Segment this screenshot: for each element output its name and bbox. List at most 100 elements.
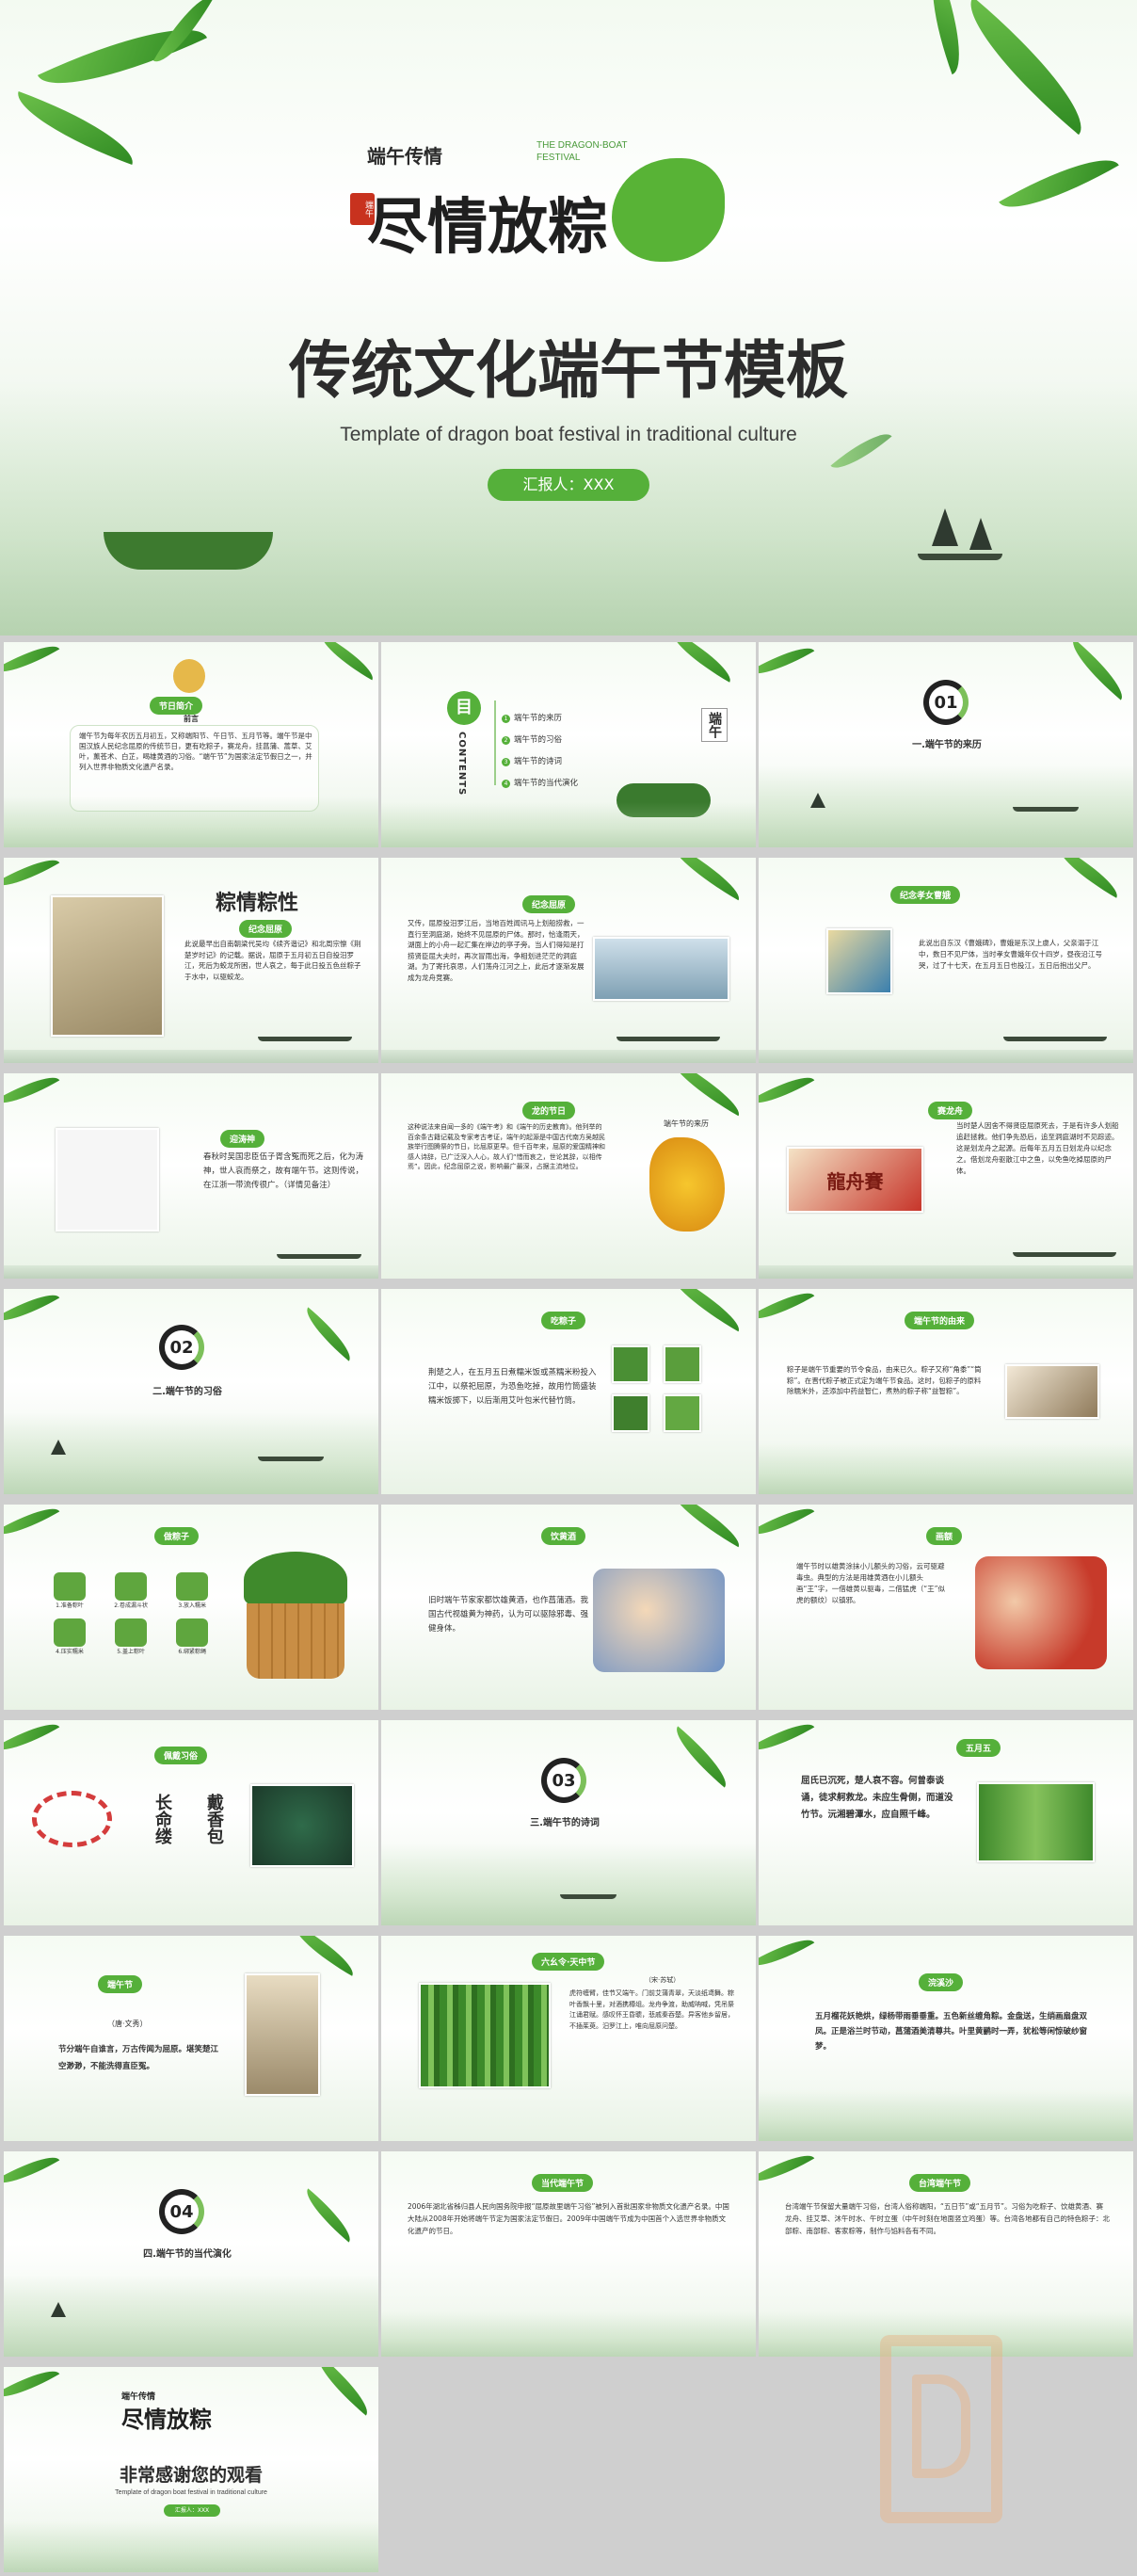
slide-badge: 纪念屈原 xyxy=(239,920,293,938)
ink-mountains xyxy=(759,2089,1133,2141)
bamboo-leaf-icon xyxy=(1063,642,1132,700)
slide-text: 此说出自东汉《曹娥碑》，曹娥是东汉上虞人，父亲溺于江中，数日不见尸体，当时孝女曹… xyxy=(919,939,1102,970)
slide-14: 饮黄酒 旧时端午节家家都饮雄黄酒，也作菖蒲酒。我国古代视雄黄为神药，认为可以驱除… xyxy=(381,1505,756,1710)
bamboo-leaf-icon xyxy=(666,1726,736,1788)
ink-mountains xyxy=(381,2311,756,2357)
step-card: 5.盖上粽叶 xyxy=(103,1618,159,1655)
slide-text: 荆楚之人，在五月五日煮糯米饭或蒸糯米粉投入江中，以祭祀屈原，为恐鱼吃掉，故用竹筒… xyxy=(428,1368,597,1406)
slide-badge: 龙的节日 xyxy=(522,1102,576,1119)
section-title: 二.端午节的习俗 xyxy=(152,1387,222,1397)
ink-mountains xyxy=(759,2311,1133,2357)
poem-text: 虎符缠臂，佳节又端午。门前艾蒲青翠，天淡纸鸢舞。粽叶香飘十里，对酒携樽俎。龙舟争… xyxy=(569,1989,734,2030)
ink-mountains xyxy=(4,1411,378,1494)
slide-2: 目 CONTENTS 1 端午节的来历 2 端午节的习俗 3 端午节的诗词 4 端午节的… xyxy=(381,642,756,847)
bamboo-leaf-icon xyxy=(759,1073,815,1114)
dragon-boat-icon xyxy=(1003,1037,1107,1041)
section-number-ring: 03 xyxy=(541,1758,586,1803)
sailboat-icon xyxy=(969,518,992,550)
lake-photo xyxy=(593,937,729,1001)
logo-big-text: 尽情放粽 xyxy=(367,192,608,263)
slide-5: 纪念屈原 又传，屈原投汨罗江后，当地百姓闻讯马上划船捞救，一直行至洞庭湖，始终不… xyxy=(381,858,756,1063)
poem-author: （唐·文秀） xyxy=(107,2020,148,2028)
slide-badge: 浣溪沙 xyxy=(919,1973,964,1991)
bamboo-leaf-icon xyxy=(4,858,60,896)
contents-item-4[interactable]: 4 端午节的当代演化 xyxy=(502,777,578,788)
slide-badge: 画额 xyxy=(926,1527,963,1545)
boat-hull xyxy=(918,554,1002,560)
section-number-ring: 02 xyxy=(159,1325,204,1370)
section-title: 三.端午节的诗词 xyxy=(530,1818,600,1828)
sailboat-icon xyxy=(810,793,825,808)
contents-item-2[interactable]: 2 端午节的习俗 xyxy=(502,733,578,745)
slide-22: 04 四.端午节的当代演化 xyxy=(4,2151,378,2357)
ink-mountains xyxy=(381,1843,756,1925)
slide-8: 龙的节日 这种说法来自闻一多的《端午考》和《端午的历史教育》。他列举的百余条古籍… xyxy=(381,1073,756,1279)
bamboo-leaf-icon xyxy=(314,642,378,681)
sailboat-icon xyxy=(932,508,958,546)
slide-text: 旧时端午节家家都饮雄黄酒，也作菖蒲酒。我国古代视雄黄为神药，认为可以驱除邪毒、强… xyxy=(428,1596,589,1634)
bamboo-leaf-icon xyxy=(4,2367,60,2407)
slide-9: 赛龙舟 龍舟賽 当时楚人因舍不得贤臣屈原死去，于是有许多人划船追赶拯救。他们争先… xyxy=(759,1073,1133,1279)
dragon-boat-icon xyxy=(258,1037,352,1041)
watermark-p-icon xyxy=(912,2375,970,2478)
zongzi-photo xyxy=(664,1394,701,1432)
bamboo-leaf-icon xyxy=(759,1936,815,1976)
slide-badge: 赛龙舟 xyxy=(928,1102,973,1119)
bracelet-icon xyxy=(32,1791,112,1847)
dragon-boat-icon xyxy=(277,1254,361,1259)
slide-text: 当时楚人因舍不得贤臣屈原死去，于是有许多人划船追赶拯救。他们争先恐后，追至洞庭湖… xyxy=(956,1121,1119,1175)
sachet-label: 戴香包 xyxy=(204,1794,224,1844)
sailboat-icon xyxy=(51,2302,66,2317)
poem-text: 屈氏已沉死，楚人哀不容。何曾泰谈诵，徒求舸救龙。未应生骨侧，而道没竹节。沅湘碧潭… xyxy=(801,1776,953,1820)
step-card: 6.绑紧粽绳 xyxy=(164,1618,220,1655)
logo-small-text: 端午传情 xyxy=(121,2392,156,2402)
dragon-boat-icon xyxy=(1013,1252,1116,1257)
slide-4: 粽情粽性 纪念屈原 此说最早出自南朝梁代吴均《续齐谐记》和北周宗懔《荆楚岁时记》… xyxy=(4,858,378,1063)
slide-text: 春秋时吴国忠臣伍子胥含冤而死之后，化为涛神，世人哀而祭之，故有端午节。这则传说，… xyxy=(203,1152,364,1190)
ancient-painting xyxy=(1005,1364,1099,1419)
contents-item-3[interactable]: 3 端午节的诗词 xyxy=(502,755,578,766)
red-seal: 端午 xyxy=(350,193,375,225)
dragon-boat-icon xyxy=(560,1894,617,1899)
poem-author: （宋·苏轼） xyxy=(645,1976,681,1984)
slide-badge: 端午节 xyxy=(98,1975,143,1993)
bamboo-leaf-icon xyxy=(4,1289,60,1331)
thanks-title: 非常感谢您的观看 xyxy=(119,2465,263,2486)
poem-text: 节分端午自谁言，万古传闻为屈原。堪笑楚江空渺渺，不能洗得直臣冤。 xyxy=(58,2045,219,2071)
slide-text: 五月榴花妖艳烘，绿杨带雨垂垂重。五色新丝缠角粽。金盘送，生绡画扇盘双凤。正是浴兰… xyxy=(815,2012,1088,2052)
step-card: 1.准备粽叶 xyxy=(41,1572,98,1609)
ink-mountains xyxy=(0,381,1137,636)
main-subtitle: Template of dragon boat festival in trad… xyxy=(340,424,797,445)
slide-13: 做粽子 1.准备粽叶 2.卷成漏斗状 3.放入糯米 4.压实糯米 5.盖上粽叶 … xyxy=(4,1505,378,1710)
slide-text: 台湾端午节保留大量端午习俗，台湾人俗称端阳，“五日节”或“五月节”。习俗为吃粽子… xyxy=(785,2202,1110,2235)
bamboo-photo xyxy=(977,1782,1095,1862)
ancient-scroll-painting xyxy=(245,1973,320,2096)
cover-slide: 端午传情 THE DRAGON-BOAT FESTIVAL 尽情放粽 端午 传统… xyxy=(0,0,1137,636)
sachet-photo xyxy=(250,1784,354,1867)
ink-mountains xyxy=(4,2520,378,2572)
slide-badge: 当代端午节 xyxy=(532,2174,594,2192)
zongzi-leaf-shape xyxy=(612,158,725,262)
water-strip xyxy=(4,1050,378,1063)
bamboo-forest-photo xyxy=(419,1983,551,2088)
slide-24: 台湾端午节 台湾端午节保留大量端午习俗，台湾人俗称端阳，“五日节”或“五月节”。… xyxy=(759,2151,1133,2357)
bamboo-leaf-icon xyxy=(759,642,815,684)
slide-text: 此说最早出自南朝梁代吴均《续齐谐记》和北周宗懔《荆楚岁时记》的记载。据说，屈原于… xyxy=(184,940,361,981)
slide-badge: 佩戴习俗 xyxy=(154,1747,208,1764)
logo-big-text: 尽情放粽 xyxy=(121,2406,212,2433)
golden-dragon-icon xyxy=(649,1137,725,1232)
contents-item-1[interactable]: 1 端午节的来历 xyxy=(502,712,578,723)
bamboo-leaf-icon xyxy=(4,1720,60,1761)
dragon-boat-race-sign: 龍舟賽 xyxy=(787,1147,923,1213)
step-card: 2.卷成漏斗状 xyxy=(103,1572,159,1609)
bamboo-leaf-icon xyxy=(298,2188,359,2243)
slide-badge: 吃粽子 xyxy=(541,1312,586,1329)
slide-21: 浣溪沙 五月榴花妖艳烘，绿杨带雨垂垂重。五色新丝缠角粽。金盘送，生绡画扇盘双凤。… xyxy=(759,1936,1133,2141)
children-drinking-illustration xyxy=(593,1569,725,1672)
contents-label: CONTENTS xyxy=(456,732,467,797)
slide-badge: 纪念孝女曹娥 xyxy=(890,886,961,904)
mu-circle: 目 xyxy=(447,691,481,725)
slide-badge: 做粽子 xyxy=(154,1527,200,1545)
bamboo-leaf-icon xyxy=(759,1505,815,1545)
step-card: 4.压实糯米 xyxy=(41,1618,98,1655)
